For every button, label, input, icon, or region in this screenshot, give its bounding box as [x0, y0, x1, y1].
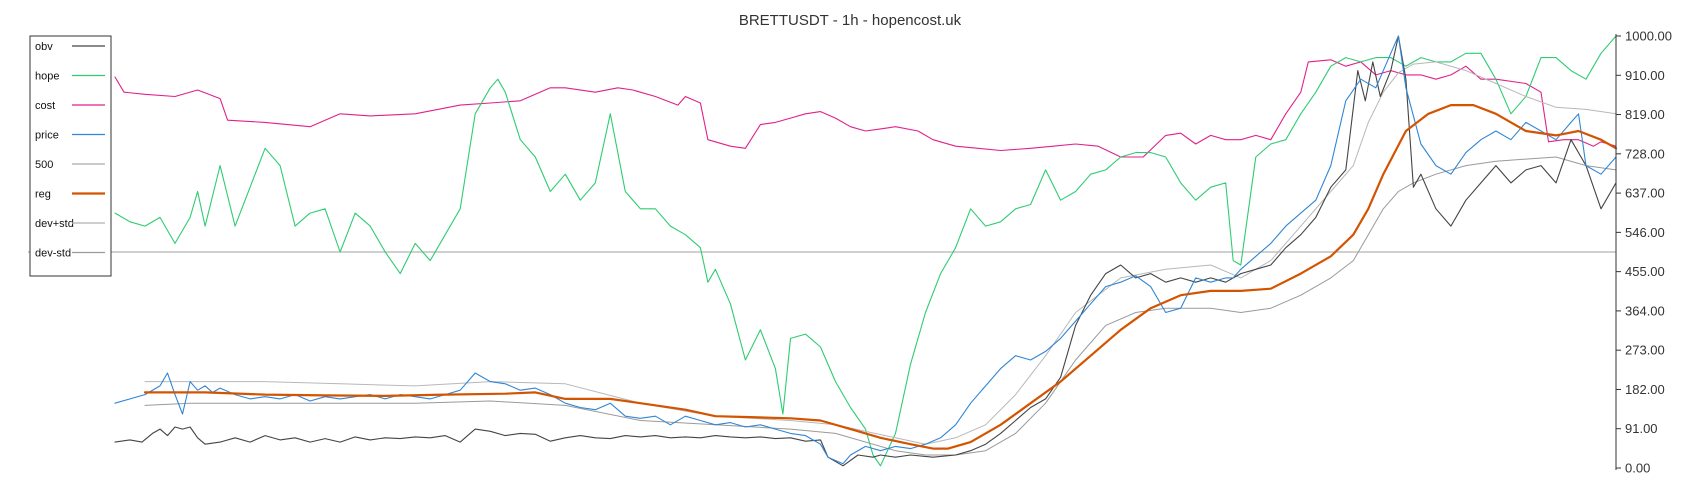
series-line-price	[114, 35, 1617, 465]
y-tick-label: 91.00	[1625, 421, 1658, 436]
legend-label: obv	[35, 41, 53, 53]
legend-label: dev+std	[35, 218, 74, 230]
legend-label: hope	[35, 71, 59, 83]
y-tick-label: 728.00	[1625, 146, 1665, 161]
y-tick-label: 637.00	[1625, 186, 1665, 201]
series-layer	[28, 35, 1618, 467]
series-line-hope	[114, 35, 1617, 467]
chart-title: BRETTUSDT - 1h - hopencost.uk	[739, 12, 962, 29]
y-tick-label: 182.00	[1625, 382, 1665, 397]
legend-label: 500	[35, 159, 53, 171]
legend-label: reg	[35, 189, 51, 201]
legend-label: dev-std	[35, 248, 71, 260]
y-tick-label: 819.00	[1625, 107, 1665, 122]
y-tick-label: 364.00	[1625, 303, 1665, 318]
y-axis: 0.00 91.00 182.00 273.00 364.00 455.00 546.00 6…	[1615, 29, 1672, 476]
y-tick-label: 455.00	[1625, 264, 1665, 279]
series-line-dev-std	[144, 156, 1617, 456]
legend-label: cost	[35, 100, 55, 112]
series-line-reg	[143, 104, 1618, 450]
y-tick-label: 0.00	[1625, 461, 1650, 476]
series-line-cost	[114, 59, 1617, 158]
y-tick-label: 546.00	[1625, 225, 1665, 240]
y-tick-label: 1000.00	[1625, 29, 1672, 44]
y-tick-label: 910.00	[1625, 68, 1665, 83]
series-line-obv	[114, 35, 1617, 467]
series-line-dev-std	[144, 61, 1617, 445]
y-tick-label: 273.00	[1625, 343, 1665, 358]
legend-label: price	[35, 130, 59, 142]
legend: obv hope cost price 500 reg dev+std dev-std	[29, 35, 112, 277]
